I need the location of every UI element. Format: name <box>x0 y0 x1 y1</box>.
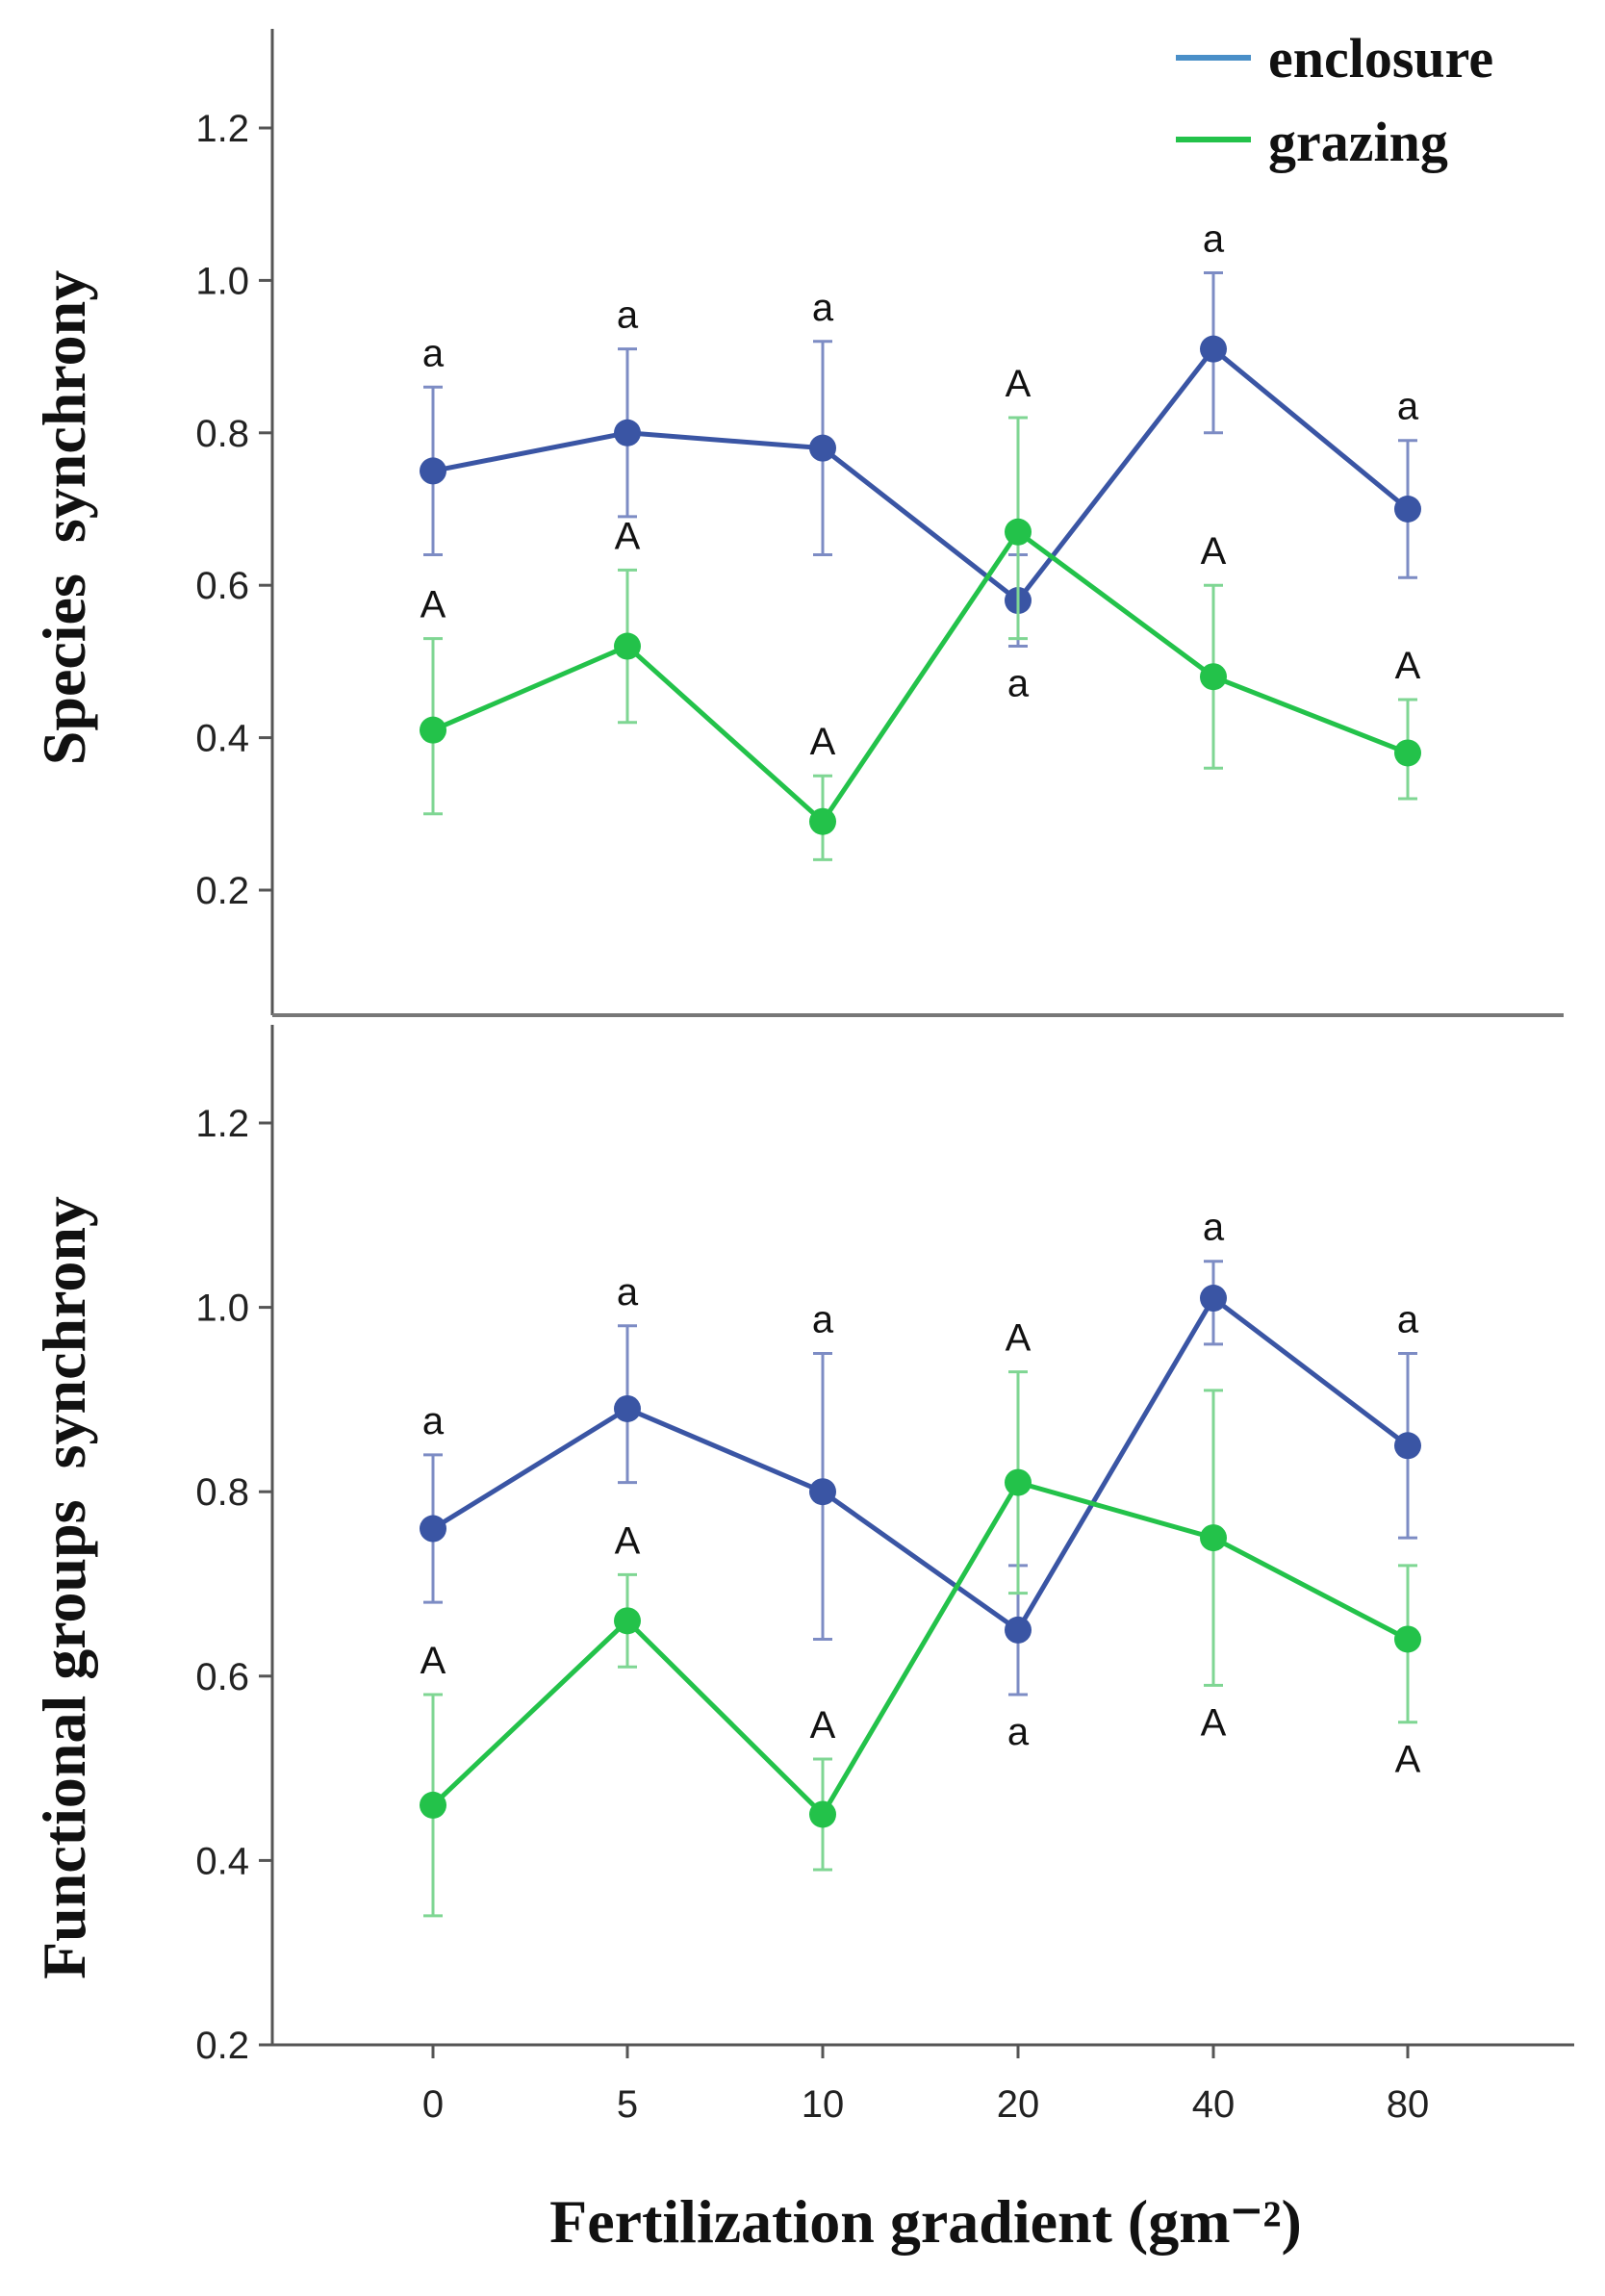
grazing-significance-label: A <box>420 584 446 626</box>
grazing-significance-label: A <box>1006 363 1032 405</box>
grazing-data-point <box>1200 1524 1227 1552</box>
grazing-data-point <box>420 1791 446 1819</box>
x-axis-ticks: 0 5 10 20 40 80 <box>422 2045 1429 2126</box>
y-tick-label: 1.2 <box>195 108 249 150</box>
grazing-significance-label: A <box>615 515 641 557</box>
y-tick-label: 1.2 <box>195 1103 249 1145</box>
x-tick-label: 20 <box>997 2083 1040 2126</box>
enclosure-data-point <box>809 434 836 462</box>
enclosure-data-point <box>614 1394 641 1422</box>
grazing-significance-label: A <box>810 1704 836 1747</box>
legend-enclosure-label: enclosure <box>1268 27 1493 89</box>
enclosure-significance-label: a <box>617 294 639 337</box>
enclosure-data-point <box>1394 496 1421 523</box>
enclosure-significance-label: a <box>1007 1711 1030 1753</box>
x-tick-label: 40 <box>1192 2083 1236 2126</box>
y-tick-label: 1.0 <box>195 1288 249 1330</box>
grazing-data-point <box>1394 1625 1421 1653</box>
enclosure-significance-label: a <box>617 1271 639 1314</box>
legend-grazing-label: grazing <box>1268 111 1448 173</box>
grazing-data-point <box>809 1800 836 1828</box>
y-tick-label: 0.4 <box>195 718 249 760</box>
y-tick-label: 0.8 <box>195 413 249 455</box>
enclosure-significance-label: a <box>1397 386 1419 428</box>
species-synchrony-panel: 0.2 0.4 0.6 0.8 1.0 1.2 a a a a a a A A A A A A <box>195 108 1421 912</box>
enclosure-significance-label: a <box>812 287 834 329</box>
enclosure-series-line <box>431 1294 1410 1634</box>
grazing-significance-label: A <box>810 721 836 763</box>
y-tick-label: 0.2 <box>195 2025 249 2067</box>
grazing-significance-label: A <box>615 1519 641 1562</box>
x-tick-label: 80 <box>1387 2083 1430 2126</box>
x-tick-label: 10 <box>802 2083 845 2126</box>
enclosure-significance-label: a <box>812 1299 834 1341</box>
grazing-data-point <box>614 632 641 660</box>
grazing-data-point <box>1394 739 1421 767</box>
enclosure-data-point <box>420 457 446 485</box>
enclosure-significance-label: a <box>1203 217 1225 260</box>
grazing-significance-label: A <box>1395 1739 1421 1781</box>
x-axis-title: Fertilization gradient (gm⁻²) <box>549 2187 1302 2256</box>
grazing-data-point <box>1200 663 1227 691</box>
y-tick-label: 0.6 <box>195 565 249 607</box>
grazing-significance-label: A <box>1395 645 1421 687</box>
y-tick-label: 0.4 <box>195 1840 249 1882</box>
enclosure-data-point <box>1394 1432 1421 1460</box>
enclosure-data-point <box>1005 1616 1032 1644</box>
grazing-data-point <box>1005 1468 1032 1496</box>
y-tick-label: 0.8 <box>195 1471 249 1514</box>
enclosure-significance-label: a <box>1397 1299 1419 1341</box>
grazing-significance-label: A <box>420 1640 446 1682</box>
enclosure-series-line <box>432 345 1410 604</box>
grazing-data-point <box>614 1607 641 1635</box>
grazing-series-line <box>432 528 1409 826</box>
grazing-significance-label: A <box>1006 1317 1032 1360</box>
enclosure-data-point <box>1200 1285 1227 1313</box>
x-tick-label: 5 <box>617 2083 638 2126</box>
enclosure-significance-label: a <box>1203 1207 1225 1249</box>
grazing-data-point <box>809 807 836 835</box>
enclosure-data-point <box>614 419 641 446</box>
enclosure-data-point <box>420 1515 446 1543</box>
enclosure-significance-label: a <box>1007 663 1030 705</box>
grazing-data-point <box>1005 518 1032 546</box>
enclosure-data-point <box>809 1478 836 1506</box>
y-tick-label: 0.2 <box>195 870 249 912</box>
x-tick-label: 0 <box>422 2083 444 2126</box>
grazing-significance-label: A <box>1201 530 1227 573</box>
grazing-data-point <box>420 716 446 744</box>
y-tick-label: 1.0 <box>195 260 249 302</box>
enclosure-data-point <box>1200 335 1227 363</box>
functional-groups-synchrony-panel: 0.2 0.4 0.6 0.8 1.0 1.2 a a a a a a A A A A A A <box>195 1103 1421 2067</box>
y-tick-label: 0.6 <box>195 1656 249 1698</box>
grazing-series-line <box>431 1479 1410 1819</box>
enclosure-significance-label: a <box>422 1400 445 1442</box>
grazing-significance-label: A <box>1201 1701 1227 1744</box>
top-y-axis-title: Species synchrony <box>30 270 98 765</box>
legend: enclosure grazing <box>1176 27 1493 173</box>
bottom-y-axis-title: Functional groups synchrony <box>30 1196 98 1979</box>
enclosure-significance-label: a <box>422 332 445 374</box>
